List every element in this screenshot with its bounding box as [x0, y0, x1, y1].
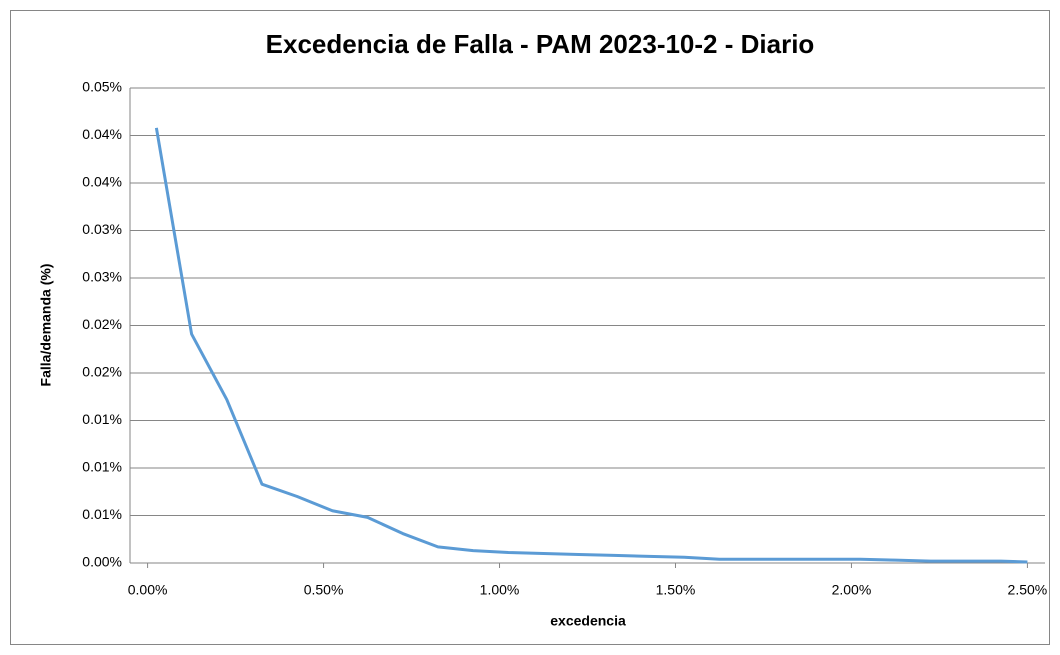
y-tick-label: 0.04% [82, 174, 122, 190]
y-axis-label: Falla/demanda (%) [38, 264, 54, 387]
y-tick-label: 0.01% [82, 411, 122, 427]
x-tick-label: 2.00% [832, 582, 872, 598]
y-tick-label: 0.03% [82, 221, 122, 237]
data-line [154, 127, 1028, 564]
x-tick-label: 2.50% [1008, 582, 1048, 598]
x-tick-label: 0.50% [304, 582, 344, 598]
y-tick-label: 0.01% [82, 459, 122, 475]
x-axis-label: excedencia [550, 613, 626, 629]
chart-title: Excedencia de Falla - PAM 2023-10-2 - Di… [266, 29, 815, 59]
y-tick-label: 0.05% [82, 79, 122, 95]
y-tick-label: 0.02% [82, 364, 122, 380]
y-tick-label: 0.02% [82, 316, 122, 332]
x-tick-label: 1.50% [656, 582, 696, 598]
x-tick-label: 0.00% [128, 582, 168, 598]
y-tick-label: 0.00% [82, 554, 122, 570]
chart-border [10, 10, 1050, 645]
y-tick-label: 0.03% [82, 269, 122, 285]
x-tick-label: 1.00% [480, 582, 520, 598]
y-tick-label: 0.01% [82, 506, 122, 522]
y-tick-label: 0.04% [82, 126, 122, 142]
